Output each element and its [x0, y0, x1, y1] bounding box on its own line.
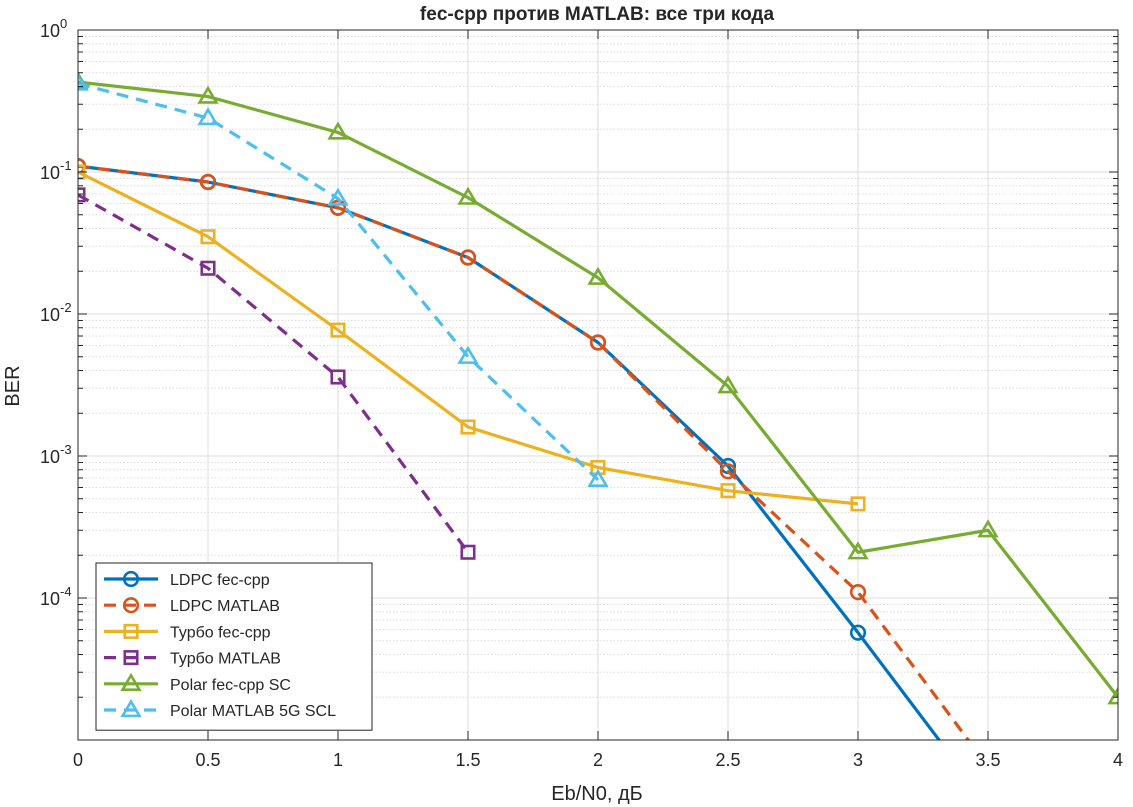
x-tick-label: 0.5 [195, 750, 220, 770]
legend-entry-label: LDPC fec-cpp [170, 572, 270, 589]
data-point-triangle [120, 672, 142, 691]
data-point-square [460, 544, 476, 560]
legend: LDPC fec-cpp LDPC MATLAB Турбо fec-cpp Турб… [95, 562, 373, 731]
legend-entry-label: LDPC MATLAB [170, 598, 280, 615]
x-tick-label: 3 [853, 750, 863, 770]
x-tick-label: 2.5 [715, 750, 740, 770]
legend-entry-label: Турбо MATLAB [170, 651, 281, 668]
data-point-square [720, 483, 736, 499]
y-tick-base: 10 [40, 447, 60, 467]
data-point-circle [849, 584, 867, 601]
y-tick-exponent: 0 [60, 16, 67, 31]
data-point-circle [719, 463, 737, 480]
x-tick-label: 4 [1113, 750, 1123, 770]
y-tick-exponent: -4 [60, 584, 72, 599]
x-tick-label: 1.5 [455, 750, 480, 770]
legend-entry-label: Polar fec-cpp SC [170, 677, 291, 694]
data-point-square [330, 369, 346, 385]
data-point-square [850, 496, 866, 512]
data-point-square [123, 650, 139, 666]
data-point-triangle [587, 266, 609, 285]
data-point-triangle [120, 699, 142, 718]
y-tick-base: 10 [40, 163, 60, 183]
y-axis-label: BER [2, 365, 24, 406]
data-point-circle [459, 249, 477, 266]
x-tick-labels: 0 0.5 1 1.5 2 2.5 3 3.5 4 [73, 750, 1123, 770]
data-point-circle [122, 597, 140, 614]
major-grid [78, 30, 1118, 740]
y-tick-label: 100 [40, 16, 67, 41]
data-point-square [330, 322, 346, 338]
data-point-triangle [977, 519, 999, 538]
series-layer [78, 71, 1118, 740]
data-point-triangle [457, 186, 479, 205]
y-tick-label: 10-2 [40, 300, 72, 325]
series-line [78, 193, 470, 554]
y-tick-label: 10-1 [40, 158, 72, 183]
data-point-circle [849, 624, 867, 641]
data-point-square [460, 419, 476, 435]
series-line [78, 80, 1118, 699]
x-tick-label: 3.5 [975, 750, 1000, 770]
data-point-square [123, 623, 139, 639]
data-point-square [200, 229, 216, 245]
data-point-triangle [1107, 686, 1118, 705]
y-tick-label: 10-4 [40, 584, 72, 609]
legend-box [95, 562, 373, 731]
series-line [78, 164, 971, 740]
y-tick-exponent: -1 [60, 158, 72, 173]
data-point-triangle [78, 72, 89, 91]
data-point-triangle [327, 121, 349, 140]
x-tick-label: 0 [73, 750, 83, 770]
x-tick-label: 2 [593, 750, 603, 770]
legend-entry-label: Турбо fec-cpp [170, 624, 271, 641]
y-tick-exponent: -2 [60, 300, 72, 315]
data-point-circle [199, 173, 217, 191]
y-tick-label: 10-3 [40, 442, 72, 467]
series-5 [78, 72, 609, 487]
y-tick-base: 10 [40, 589, 60, 609]
y-tick-exponent: -3 [60, 442, 72, 457]
series-line [78, 81, 600, 481]
x-tick-label: 1 [333, 750, 343, 770]
series-line [78, 170, 859, 506]
data-point-square [200, 260, 216, 276]
data-point-triangle [587, 468, 609, 487]
data-point-triangle [197, 107, 219, 126]
data-point-triangle [457, 345, 479, 364]
data-point-triangle [847, 541, 869, 560]
series-4 [78, 71, 1118, 705]
legend-entry-label: Polar MATLAB 5G SCL [170, 703, 336, 720]
data-point-triangle [717, 375, 739, 394]
chart-title: fec-cpp против MATLAB: все три кода [420, 4, 775, 25]
y-tick-base: 10 [40, 21, 60, 41]
data-point-circle [589, 334, 607, 351]
x-axis-label: Eb/N0, дБ [551, 783, 643, 805]
data-point-circle [122, 570, 140, 588]
data-point-triangle [327, 187, 349, 206]
y-tick-base: 10 [40, 305, 60, 325]
axis-ticks [77, 29, 1119, 740]
data-point-triangle [197, 85, 219, 104]
